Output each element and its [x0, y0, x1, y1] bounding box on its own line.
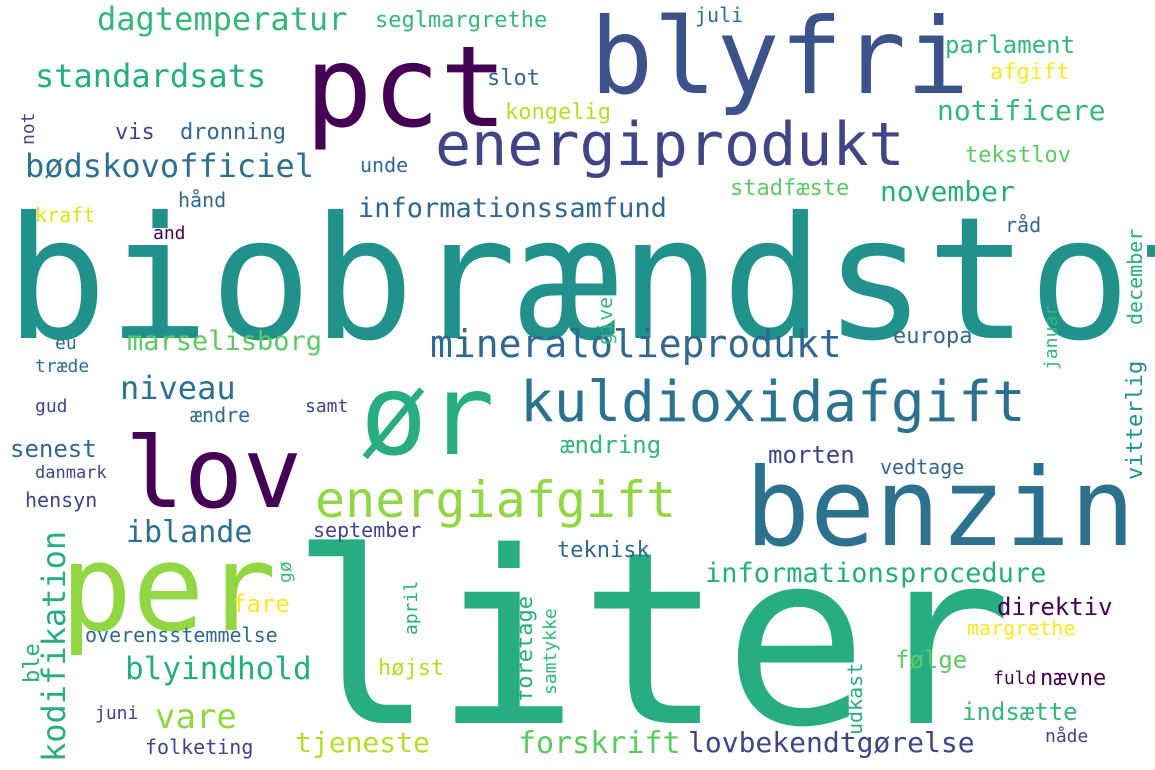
- word: danmark: [35, 463, 107, 483]
- word: ble: [20, 643, 45, 683]
- word: senest: [10, 435, 97, 463]
- word: dronning: [180, 120, 286, 145]
- word: råd: [1005, 213, 1042, 237]
- word: september: [313, 518, 422, 542]
- word: vedtage: [880, 455, 965, 479]
- word: tekstlov: [965, 143, 1071, 168]
- word: marselisborg: [127, 326, 323, 357]
- word: træde: [35, 356, 90, 377]
- word: notificere: [937, 94, 1106, 127]
- word: margrethe: [967, 616, 1076, 640]
- word: ændring: [560, 431, 662, 459]
- word: mineralolieprodukt: [430, 322, 842, 366]
- word: lov: [125, 417, 303, 531]
- word: standardsats: [35, 57, 267, 95]
- word: informationssamfund: [358, 193, 667, 224]
- word: fare: [232, 590, 290, 618]
- word: vis: [115, 120, 155, 145]
- word: dagtemperatur: [97, 0, 348, 38]
- word: not: [18, 112, 39, 145]
- word: ændre: [190, 403, 251, 427]
- word: parlament: [945, 31, 1076, 59]
- word: juli: [695, 3, 744, 27]
- word: morten: [768, 441, 855, 469]
- word: kraft: [35, 203, 96, 227]
- word: juni: [95, 703, 139, 724]
- word: nævne: [1040, 666, 1107, 691]
- word: hånd: [178, 188, 227, 212]
- word: iblande: [126, 515, 253, 550]
- word: tjeneste: [295, 726, 430, 759]
- word: november: [880, 175, 1015, 208]
- word: stadfæste: [730, 176, 850, 201]
- word: kuldioxidafgift: [520, 370, 1026, 435]
- word: biobrændstof: [5, 181, 1155, 379]
- word: and: [153, 223, 186, 244]
- word: december: [1123, 228, 1147, 325]
- word: slot: [487, 66, 540, 91]
- word: gud: [35, 396, 68, 417]
- word: per: [60, 520, 277, 659]
- word: gø: [275, 561, 296, 583]
- word: udkast: [843, 662, 867, 735]
- word: pct: [305, 23, 508, 153]
- word: nåde: [1045, 726, 1089, 747]
- word: ør: [360, 351, 495, 481]
- word: eu: [55, 333, 77, 354]
- word: bødskovofficiel: [25, 147, 314, 185]
- word: samtykke: [540, 608, 561, 695]
- word: højst: [378, 656, 445, 681]
- word: liter: [290, 500, 1013, 770]
- word: blyfri: [590, 0, 970, 118]
- word: kongelig: [505, 100, 611, 125]
- word: forskrift: [518, 726, 681, 761]
- word: niveau: [120, 369, 236, 407]
- word: benzin: [745, 446, 1136, 571]
- word: indsætte: [962, 698, 1078, 726]
- word: januar: [1041, 304, 1062, 370]
- word: fuld: [993, 668, 1037, 689]
- word: foretage: [513, 596, 538, 702]
- word: lovbekendtgørelse: [688, 726, 975, 759]
- word: seglmargrethe: [375, 8, 548, 33]
- word: april: [401, 580, 422, 635]
- word: energiafgift: [315, 471, 677, 529]
- word: unde: [360, 153, 409, 177]
- word: teknisk: [557, 538, 650, 563]
- word: give: [593, 296, 617, 345]
- word: vare: [155, 697, 237, 737]
- word: blyindhold: [125, 651, 312, 687]
- word: direktiv: [997, 593, 1113, 621]
- word: hensyn: [25, 488, 98, 512]
- word: samt: [305, 396, 349, 417]
- word: overensstemmelse: [85, 623, 278, 647]
- word: europa: [893, 324, 973, 349]
- word: energiprodukt: [435, 110, 905, 180]
- word: følge: [895, 646, 968, 674]
- word: vitterlig: [1123, 360, 1148, 480]
- word: informationsprocedure: [705, 558, 1047, 589]
- word: folketing: [145, 735, 254, 759]
- word: afgift: [990, 60, 1070, 85]
